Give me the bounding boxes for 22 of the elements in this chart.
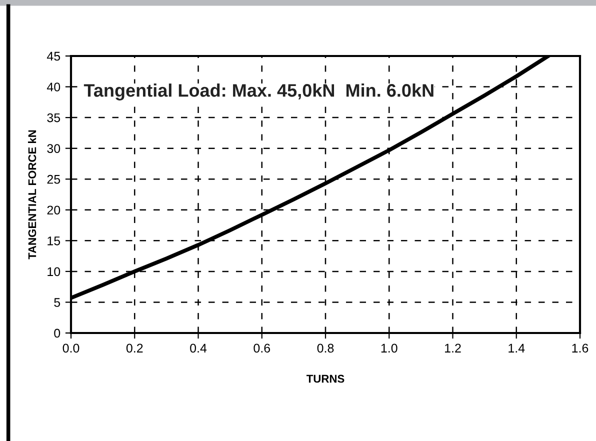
y-tick-label: 30 xyxy=(47,144,60,153)
x-tick-label: 1.6 xyxy=(572,344,588,353)
y-tick-label: 0 xyxy=(54,328,60,338)
y-tick-label: 25 xyxy=(47,174,60,184)
x-tick-label: 1.4 xyxy=(508,344,525,352)
x-tick-label: 1.2 xyxy=(445,344,461,352)
x-tick-label: 0.0 xyxy=(62,344,80,353)
x-tick-label: 1.0 xyxy=(381,344,398,353)
y-tick-label: 10 xyxy=(48,267,60,276)
y-axis-title: TANGENTIAL FORCE kN xyxy=(28,130,36,260)
y-tick-label: 5 xyxy=(54,298,60,307)
annotation: Tangential Load: Max. 45,0kN Min. 6.0kN xyxy=(84,84,434,100)
y-tick-label: 45 xyxy=(46,52,60,61)
y-tick-label: 35 xyxy=(47,113,60,122)
y-tick-label: 15 xyxy=(48,236,60,246)
x-tick-label: 0.2 xyxy=(126,344,143,353)
x-axis-title: TURNS xyxy=(306,374,344,383)
x-tick-label: 0.8 xyxy=(317,344,334,353)
x-tick-label: 0.6 xyxy=(254,344,270,353)
y-tick-label: 20 xyxy=(47,206,60,215)
x-tick-label: 0.4 xyxy=(190,344,207,353)
y-tick-label: 40 xyxy=(46,82,60,92)
